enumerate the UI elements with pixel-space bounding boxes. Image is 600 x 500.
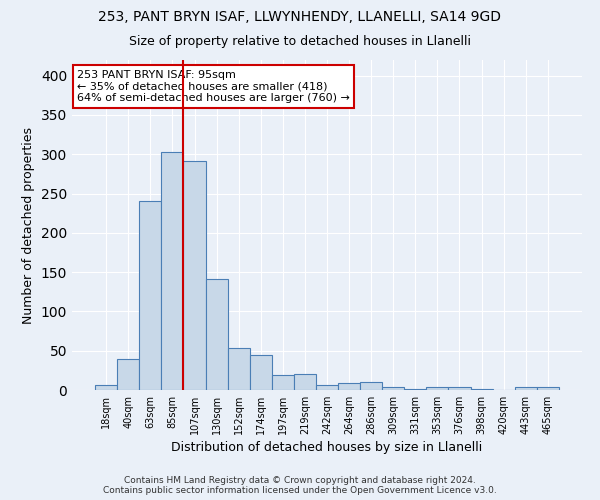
- Text: 253, PANT BRYN ISAF, LLWYNHENDY, LLANELLI, SA14 9GD: 253, PANT BRYN ISAF, LLWYNHENDY, LLANELL…: [98, 10, 502, 24]
- Text: 253 PANT BRYN ISAF: 95sqm
← 35% of detached houses are smaller (418)
64% of semi: 253 PANT BRYN ISAF: 95sqm ← 35% of detac…: [77, 70, 350, 103]
- Bar: [316, 384, 338, 390]
- Bar: [250, 356, 272, 390]
- Bar: [515, 387, 537, 390]
- Bar: [272, 375, 294, 390]
- Bar: [227, 348, 250, 390]
- Bar: [117, 360, 139, 390]
- Bar: [404, 389, 427, 390]
- Bar: [360, 382, 382, 390]
- Bar: [448, 387, 470, 390]
- Bar: [537, 387, 559, 390]
- Text: Contains HM Land Registry data © Crown copyright and database right 2024.
Contai: Contains HM Land Registry data © Crown c…: [103, 476, 497, 495]
- Bar: [206, 279, 227, 390]
- Text: Size of property relative to detached houses in Llanelli: Size of property relative to detached ho…: [129, 35, 471, 48]
- Bar: [470, 389, 493, 390]
- Bar: [294, 374, 316, 390]
- Bar: [427, 387, 448, 390]
- Y-axis label: Number of detached properties: Number of detached properties: [22, 126, 35, 324]
- Bar: [338, 383, 360, 390]
- Bar: [161, 152, 184, 390]
- Bar: [139, 200, 161, 390]
- Bar: [184, 162, 206, 390]
- Bar: [95, 384, 117, 390]
- X-axis label: Distribution of detached houses by size in Llanelli: Distribution of detached houses by size …: [172, 441, 482, 454]
- Bar: [382, 387, 404, 390]
